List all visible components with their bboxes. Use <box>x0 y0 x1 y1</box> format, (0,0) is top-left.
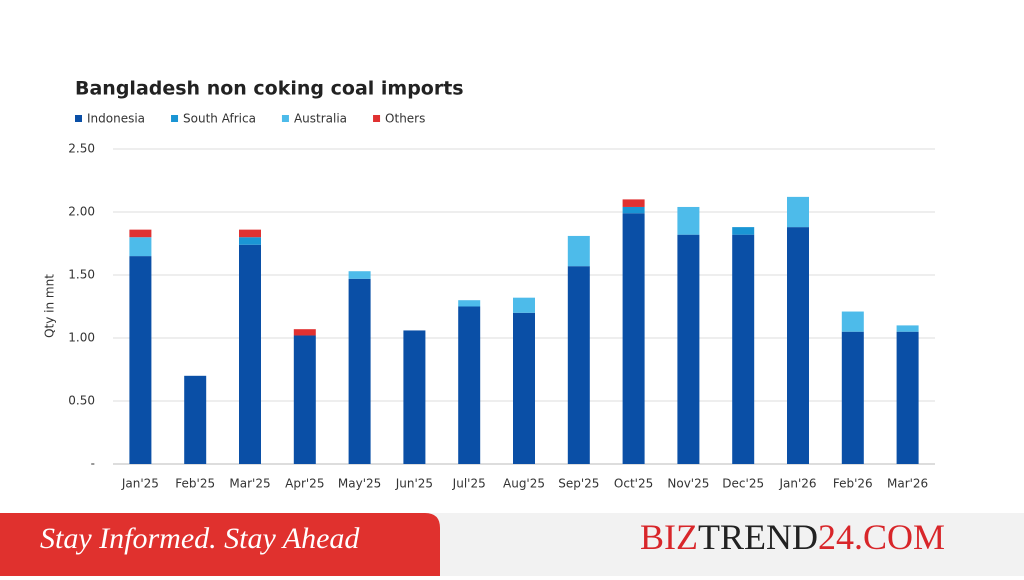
x-tick-label: Feb'25 <box>175 477 215 491</box>
legend-swatch <box>171 115 179 122</box>
bar-segment <box>239 237 261 245</box>
bar-segment <box>841 331 864 464</box>
legend-label: Australia <box>294 112 347 126</box>
bar-segment <box>458 300 481 307</box>
brand: BIZTREND24.COM <box>640 517 945 557</box>
bar-segment <box>348 271 371 279</box>
x-tick-label: Jul'25 <box>452 477 486 491</box>
y-tick-label: 2.00 <box>68 205 95 219</box>
banner-tag <box>0 513 440 576</box>
tagline: Stay Informed. Stay Ahead <box>40 522 360 555</box>
bar-segment <box>348 278 371 464</box>
bar-segment <box>239 229 261 238</box>
bar-segment <box>129 256 152 464</box>
bar-segment <box>129 237 152 257</box>
bar-segment <box>129 229 152 238</box>
brand-part: TREND <box>698 517 818 557</box>
bar-segment <box>239 244 261 464</box>
legend-label: Indonesia <box>87 112 145 126</box>
bar-segment <box>841 311 864 332</box>
bar-segment <box>513 297 535 313</box>
bar-segment <box>732 234 755 464</box>
bar-segment <box>732 227 755 235</box>
x-tick-label: Mar'26 <box>887 477 928 491</box>
x-tick-label: Mar'25 <box>229 477 270 491</box>
y-tick-label: 1.50 <box>68 268 95 282</box>
bar-segment <box>458 306 481 464</box>
y-tick-label: 2.50 <box>68 142 95 156</box>
bar-segment <box>677 234 700 464</box>
brand-part: 24.COM <box>818 517 945 557</box>
x-tick-label: May'25 <box>338 477 381 491</box>
plot: - 0.50 1.00 1.50 2.00 2.50 Indonesia South Afri… <box>68 112 935 491</box>
bar-segment <box>622 206 645 214</box>
bar-segment <box>567 266 590 464</box>
x-tick-label: Apr'25 <box>285 477 324 491</box>
bar-segment <box>184 375 207 464</box>
bar-segment <box>622 199 645 207</box>
y-axis-label: Qty in mnt <box>43 274 57 338</box>
y-tick-label: 1.00 <box>68 331 95 345</box>
brand-part: BIZ <box>640 517 698 557</box>
bar-segment <box>293 329 316 336</box>
chart-title: Bangladesh non coking coal imports <box>75 78 464 100</box>
bar-segment <box>896 331 919 464</box>
x-tick-label: Feb'26 <box>833 477 873 491</box>
x-tick-label: Jan'26 <box>778 477 816 491</box>
bar-segment <box>622 213 645 464</box>
y-tick-label: - <box>91 457 95 471</box>
bar-segment <box>787 196 809 228</box>
bar-segment <box>896 325 919 332</box>
bar-segment <box>567 235 590 267</box>
x-tick-label: Jun'25 <box>395 477 433 491</box>
x-tick-label: Jan'25 <box>121 477 159 491</box>
legend-label: South Africa <box>183 112 256 126</box>
legend-swatch <box>281 115 289 122</box>
legend-swatch <box>75 115 82 122</box>
x-tick-label: Nov'25 <box>667 477 709 491</box>
y-tick-label: 0.50 <box>68 394 95 408</box>
legend-swatch <box>373 115 381 122</box>
x-tick-label: Sep'25 <box>558 477 599 491</box>
legend-label: Others <box>385 112 425 126</box>
x-tick-label: Oct'25 <box>614 477 653 491</box>
x-tick-label: Aug'25 <box>503 477 545 491</box>
x-tick-label: Dec'25 <box>722 477 764 491</box>
bar-segment <box>677 206 700 235</box>
bar-segment <box>513 312 535 464</box>
bar-segment <box>787 227 809 464</box>
bar-segment <box>403 330 426 464</box>
bar-segment <box>293 335 316 464</box>
